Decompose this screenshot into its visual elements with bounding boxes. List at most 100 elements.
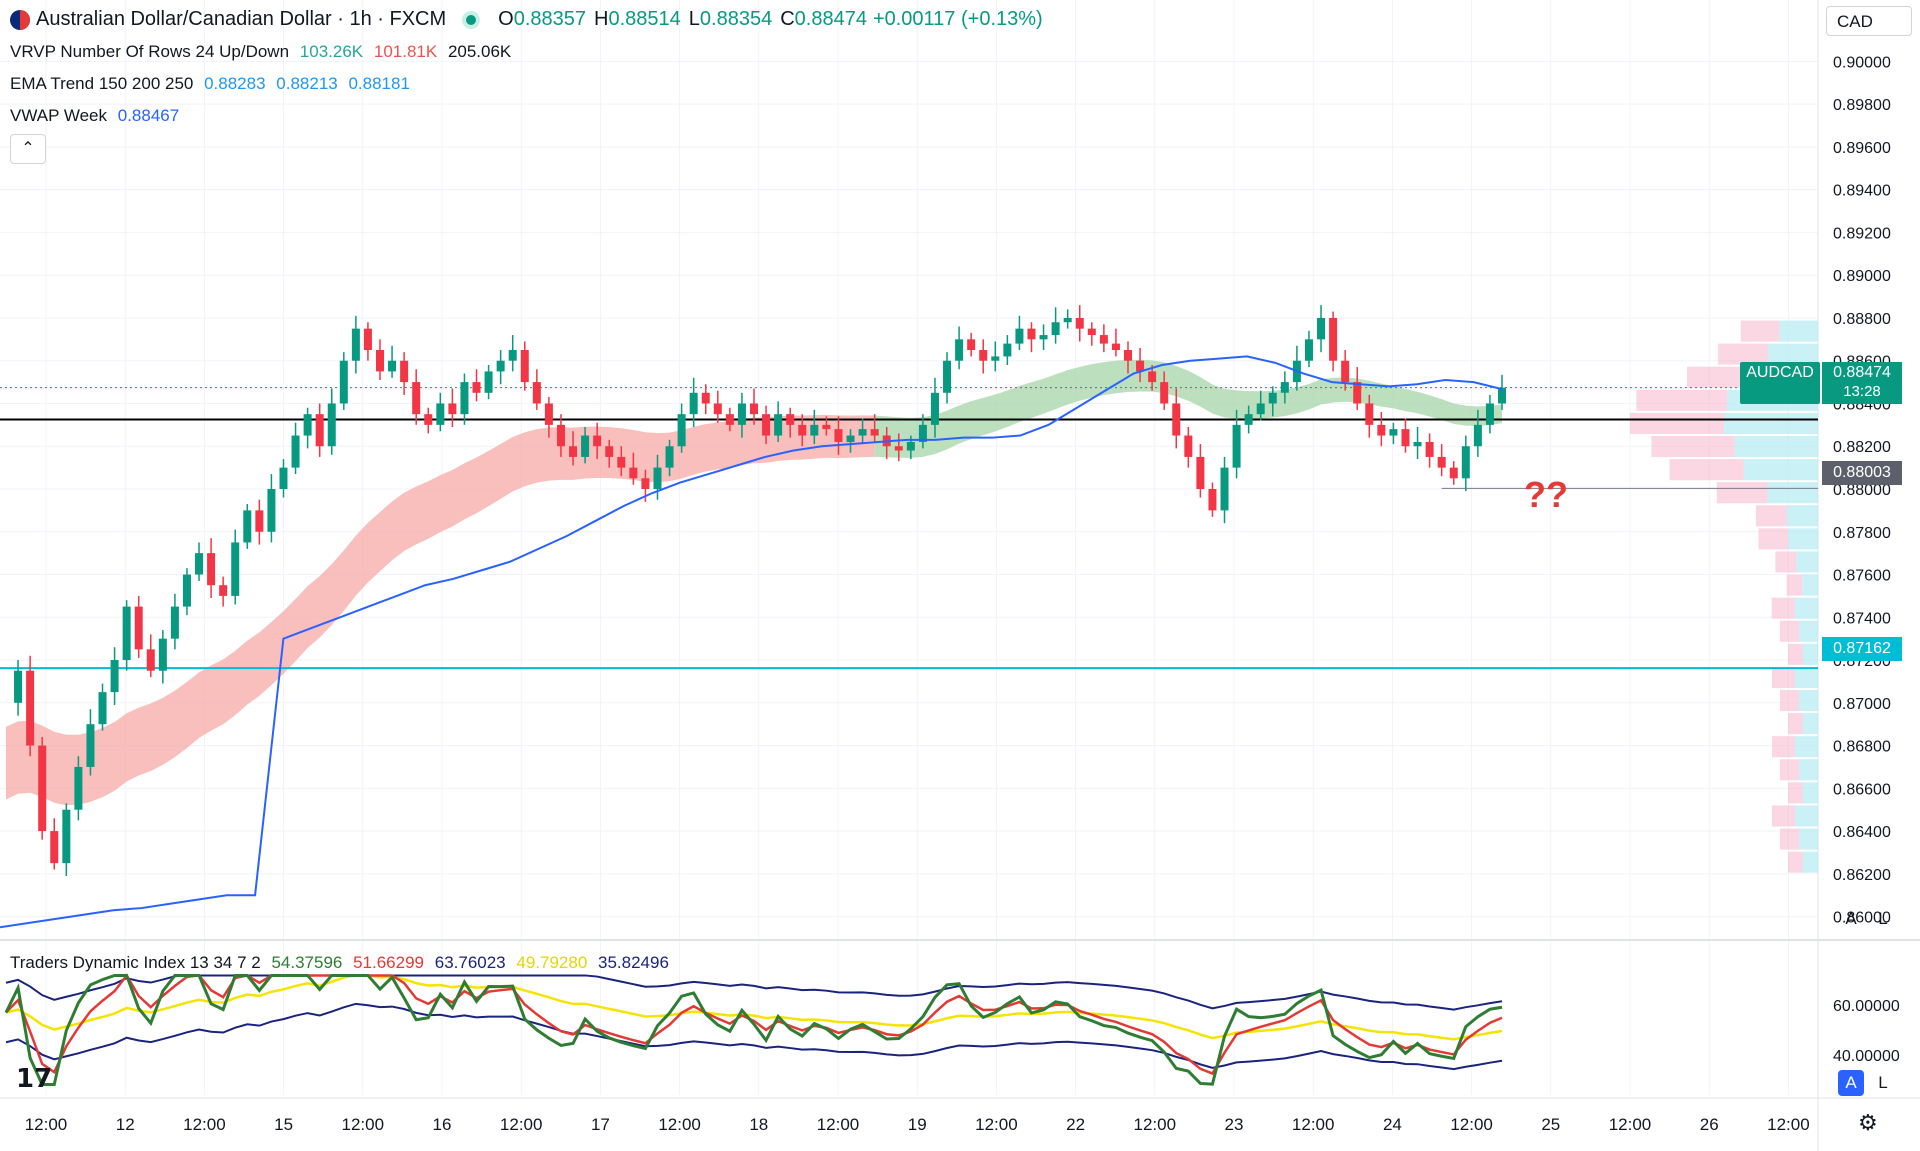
volume-profile-down-bar [1787,643,1803,665]
candle-body [653,467,662,489]
settings-gear-icon[interactable]: ⚙ [1858,1110,1878,1135]
candle-body [930,392,939,425]
candle-body [231,542,240,596]
ema-legend[interactable]: EMA Trend 150 200 250 0.88283 0.88213 0.… [10,74,416,94]
candle-body [532,382,541,404]
candle-body [701,392,710,404]
ema-cloud-bearish [6,414,875,806]
tdi-rsi-value: 54.37596 [271,953,343,972]
tdi-label: Traders Dynamic Index 13 34 7 2 [10,953,261,972]
volume-profile-down-bar [1716,482,1768,504]
high-label: H [594,8,609,30]
vrvp-label: VRVP Number Of Rows 24 Up/Down [10,42,290,61]
candle-body [243,510,252,543]
candle-body [1111,343,1120,351]
candle-body [182,574,191,607]
x-tick-label: 12 [116,1115,135,1134]
candle-body [170,606,179,639]
vwap-legend[interactable]: VWAP Week 0.88467 [10,106,185,126]
vrvp-legend[interactable]: VRVP Number Of Rows 24 Up/Down 103.26K 1… [10,42,517,62]
candle-body [1220,467,1229,511]
volume-profile-up-bar [1798,620,1818,642]
candle-body [858,429,867,436]
y-tick-label: 0.86800 [1833,739,1891,756]
candle-body [1136,360,1145,372]
candle-body [412,382,421,415]
candle-body [677,414,686,447]
vwap-line [0,355,1503,929]
candle-body [98,692,107,725]
candle-body [918,424,927,442]
x-tick-label: 12:00 [975,1115,1018,1134]
candle-body [665,446,674,468]
question-annotation[interactable]: ?? [1524,474,1568,515]
y-tick-label: 0.89000 [1833,268,1891,285]
x-tick-label: 22 [1066,1115,1085,1134]
candle-body [1087,328,1096,336]
candle-body [1003,343,1012,357]
symbol-header: Australian Dollar/Canadian Dollar · 1h ·… [10,8,1043,31]
y-tick-label: 0.89800 [1833,97,1891,114]
tdi-auto-scale-button[interactable]: A [1838,1070,1864,1096]
candle-body [38,745,47,832]
y-tick-label: 0.87800 [1833,525,1891,542]
tradingview-logo-icon: 𝟭𝟳 [16,1064,53,1094]
volume-profile-up-bar [1802,643,1818,665]
candle-body [593,435,602,447]
candle-body [1051,322,1060,336]
collapse-legend-button[interactable]: ⌃ [10,134,46,164]
ema-label: EMA Trend 150 200 250 [10,74,194,93]
tdi-signal-value: 51.66299 [353,953,424,972]
tdi-rsi-line [4,973,1503,1087]
auto-scale-button[interactable]: A [1845,909,1857,928]
x-tick-label: 12:00 [500,1115,543,1134]
tdi-y-tick-label: 40.00000 [1833,1048,1900,1065]
x-tick-label: 24 [1383,1115,1402,1134]
candle-body [1317,317,1326,340]
y-tick-label: 0.89200 [1833,225,1891,242]
candle-body [1099,335,1108,344]
candle-body [1184,435,1193,457]
tdi-legend[interactable]: Traders Dynamic Index 13 34 7 2 54.37596… [10,953,675,973]
candle-body [484,371,493,393]
candle-body [979,350,988,361]
x-tick-label: 23 [1225,1115,1244,1134]
candle-body [424,414,433,425]
volume-profile-down-bar [1755,505,1787,527]
symbol-title[interactable]: Australian Dollar/Canadian Dollar · 1h ·… [36,8,447,30]
close-value: 0.88474 [794,8,867,30]
currency-selector[interactable]: CAD [1826,6,1912,36]
volume-profile-down-bar [1718,343,1769,365]
candle-body [1148,371,1157,383]
candle-body [1304,339,1313,361]
candle-body [1232,424,1241,468]
candle-body [1268,392,1277,404]
log-scale-button[interactable]: L [1878,909,1888,928]
candle-body [219,585,228,596]
volume-profile-down-bar [1779,620,1799,642]
high-value: 0.88514 [608,8,681,30]
volume-profile-up-bar [1794,597,1818,619]
candle-body [1353,382,1362,404]
candle-body [810,424,819,436]
candle-body [279,467,288,489]
candle-body [448,403,457,415]
volume-profile-up-bar [1767,482,1818,504]
volume-profile-up-bar [1802,574,1818,596]
candle-body [255,510,264,532]
tdi-log-scale-button[interactable]: L [1878,1073,1888,1092]
candle-body [1401,429,1410,447]
candle-body [50,831,59,864]
candle-body [774,414,783,436]
candle-body [762,414,771,436]
volume-profile-up-bar [1799,828,1818,850]
candle-body [363,328,372,351]
candle-body [1389,429,1398,436]
y-tick-label: 0.86000 [1833,910,1891,927]
candle-body [1172,403,1181,436]
candle-body [1124,350,1132,361]
candle-body [967,339,976,351]
market-open-icon [466,14,477,25]
volume-profile-up-bar [1803,851,1818,873]
